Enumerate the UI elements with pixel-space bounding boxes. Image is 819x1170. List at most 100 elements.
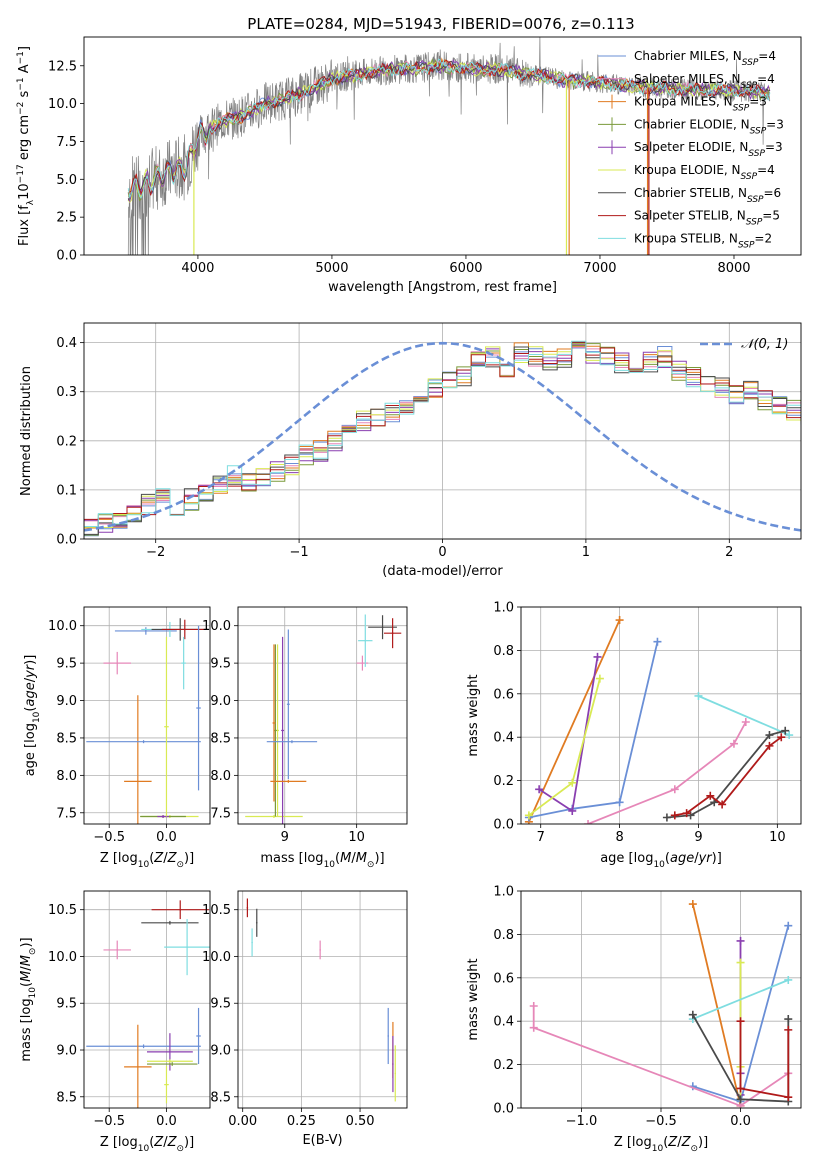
label-part: Flux [f [17,205,32,246]
y-tick-label: 0.0 [56,533,77,548]
label-part: 10 [32,711,42,723]
legend-label: Chabrier ELODIE, NSSP=3 [634,117,784,136]
y-tick-label: 12.5 [48,59,77,74]
weight-line-kroupa_stelib [698,695,790,736]
weight-marker [535,785,544,794]
weight-marker [670,785,679,794]
label-part: / [163,851,168,866]
data-point [273,722,275,724]
data-point [116,949,119,951]
plot-area [127,37,771,255]
y-tick-label: 0.2 [493,1058,514,1073]
y-tick-label: 10.5 [202,903,231,918]
x-tick-label: 4000 [181,261,214,276]
plot-area [86,618,209,824]
label-part: Kroupa MILES, N [634,95,733,109]
y-tick-label: 0.0 [493,1102,514,1117]
label-part: =3 [765,140,783,154]
y-tick-label: 0.3 [56,385,77,400]
legend-label: Chabrier STELIB, NSSP=6 [634,186,781,205]
legend: Chabrier MILES, N SSP =4 Salpeter MILES, N S… [598,49,784,250]
label-part: Chabrier ELODIE, N [634,117,750,131]
data-point [291,740,293,743]
y-tick-label: 7.5 [210,806,231,821]
label-part: =3 [749,95,767,109]
axes-frame [83,36,802,256]
x-tick-label: 6000 [449,261,482,276]
y-tick-label: 0.0 [56,249,77,264]
label-part: 10 [17,183,32,200]
plot-area [529,900,793,1108]
x-axis-label: E(B-V) [302,1133,342,1148]
residual-histogram-kroupa_elodie [84,343,801,539]
label-part: Z [167,851,178,866]
label-part: =4 [758,49,776,63]
label-part: =3 [766,117,784,131]
weight-marker [653,637,662,646]
label-part: Z [log [100,1135,138,1150]
x-tick-label: 8000 [717,261,750,276]
y-tick-label: 7.5 [56,135,77,150]
weight-line-chabrier_miles [528,641,659,819]
data-point [274,729,277,732]
label-part: M [19,971,34,982]
data-point [142,1045,145,1048]
label-part: Z [667,1135,678,1150]
label-part: Chabrier MILES, N [634,49,742,63]
x-axis-label: Z [log10(Z/Z⊙)] [100,851,194,870]
data-point [171,1063,173,1065]
data-point [165,725,168,728]
data-point [319,949,321,951]
label-part: Salpeter MILES, N [634,72,741,86]
y-tick-label: 8.0 [210,769,231,784]
label-part: )] [374,851,384,866]
plot-area [86,900,210,1108]
y-tick-label: 9.5 [56,997,77,1012]
weight-marker [736,1095,745,1104]
label-part: ⊙ [28,948,38,956]
data-point [186,946,188,948]
x-tick-label: 2 [725,545,733,560]
label-part: / [23,677,38,682]
data-point [392,1063,394,1065]
label-part: −2 [16,102,26,115]
label-part: Salpeter STELIB, N [634,209,746,223]
x-tick-label: 9 [694,830,702,845]
x-tick-label: 9 [281,830,289,845]
label-part: Salpeter ELODIE, N [634,140,748,154]
weight-marker [736,958,745,967]
y-tick-label: 9.0 [56,694,77,709]
weight-marker [662,813,671,822]
label-part: age [log [600,851,653,866]
y-tick-label: 0.2 [493,774,514,789]
x-axis-label: mass [log10(M/M⊙)] [260,851,384,870]
model-spectrum-kroupa_stelib [127,58,771,199]
weight-line-kroupa_miles [528,619,621,823]
weight-marker [615,798,624,807]
x-tick-label: 10 [348,830,365,845]
label-part: =2 [754,231,772,245]
label-part: ⊙ [367,860,375,870]
label-part: SSP [747,195,764,205]
data-point [184,628,186,631]
x-tick-label: 1 [582,545,590,560]
data-point [116,662,119,664]
label-part: age [23,682,38,706]
y-tick-label: 9.0 [56,1044,77,1059]
label-part: erg cm [17,115,32,164]
label-part: =4 [757,72,775,86]
weight-marker [529,1002,538,1011]
label-part: Z [log [614,1135,652,1150]
legend-label: Salpeter STELIB, NSSP=5 [634,209,780,228]
y-tick-label: 8.5 [56,1090,77,1105]
data-point [169,1051,171,1053]
y-tick-label: 0.8 [493,644,514,659]
weight-line-salpeter_miles [532,1006,789,1107]
label-part: A [17,64,32,77]
residual-histogram-kroupa_miles [84,342,801,539]
data-point [197,1035,200,1037]
label-part: Z [153,1135,164,1150]
x-tick-label: 0.0 [156,1114,177,1129]
y-axis-label: mass weight [466,958,481,1040]
